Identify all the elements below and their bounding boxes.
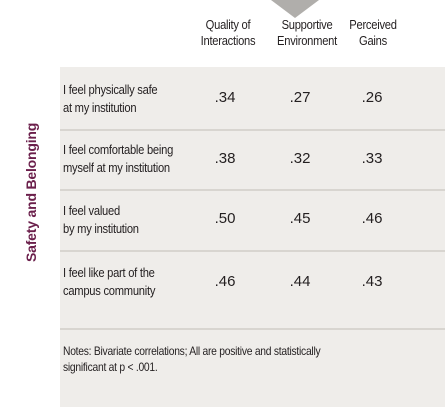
table-cell: .46 (361, 210, 383, 227)
row-label-line: myself at my institution (63, 160, 170, 175)
table-cell: .43 (361, 273, 383, 290)
table-cell: .44 (289, 273, 311, 290)
table-cell: .45 (289, 210, 311, 227)
table-notes: Notes: Bivariate correlations; All are p… (63, 343, 321, 375)
row-divider (60, 129, 445, 131)
table-cell: .33 (361, 150, 383, 167)
table-cell: .26 (361, 89, 383, 106)
row-label-line: by my institution (63, 221, 139, 236)
notes-line: Notes: Bivariate correlations; All are p… (63, 344, 321, 358)
column-header-line: Interactions (200, 33, 256, 48)
column-header-quality: Quality of Interactions (200, 17, 256, 49)
table-cell: .27 (289, 89, 311, 106)
row-label-line: at my institution (63, 100, 137, 115)
row-label: I feel comfortable being myself at my in… (63, 141, 173, 177)
table-cell: .46 (214, 273, 236, 290)
highlight-pointer-icon (271, 0, 319, 18)
row-label: I feel like part of the campus community (63, 264, 155, 300)
column-header-line: Quality of (205, 17, 251, 32)
column-header-line: Supportive (281, 17, 333, 32)
column-header-supportive: Supportive Environment (273, 17, 340, 49)
section-label: Safety and Belonging (23, 122, 39, 262)
row-label-line: I feel like part of the (63, 265, 155, 280)
table-panel (60, 67, 445, 407)
table-row: I feel valued by my institution .50 .45 … (60, 202, 445, 248)
row-label-line: campus community (63, 283, 156, 298)
table-cell: .50 (214, 210, 236, 227)
row-divider (60, 328, 445, 330)
column-header-line: Gains (359, 33, 387, 48)
row-label: I feel physically safe at my institution (63, 81, 158, 117)
row-divider (60, 189, 445, 191)
row-label-line: I feel valued (63, 203, 120, 218)
column-header-line: Environment (277, 33, 337, 48)
row-label-line: I feel physically safe (63, 82, 158, 97)
column-header-perceived: Perceived Gains (348, 17, 398, 49)
table-row: I feel like part of the campus community… (60, 264, 445, 310)
table-cell: .34 (214, 89, 236, 106)
row-divider (60, 250, 445, 252)
table-row: I feel physically safe at my institution… (60, 81, 445, 127)
notes-line: significant at p < .001. (63, 360, 158, 374)
row-label-line: I feel comfortable being (63, 142, 174, 157)
table-row: I feel comfortable being myself at my in… (60, 141, 445, 187)
column-header-line: Perceived (349, 17, 397, 32)
table-cell: .38 (214, 150, 236, 167)
row-label: I feel valued by my institution (63, 202, 139, 238)
table-cell: .32 (289, 150, 311, 167)
